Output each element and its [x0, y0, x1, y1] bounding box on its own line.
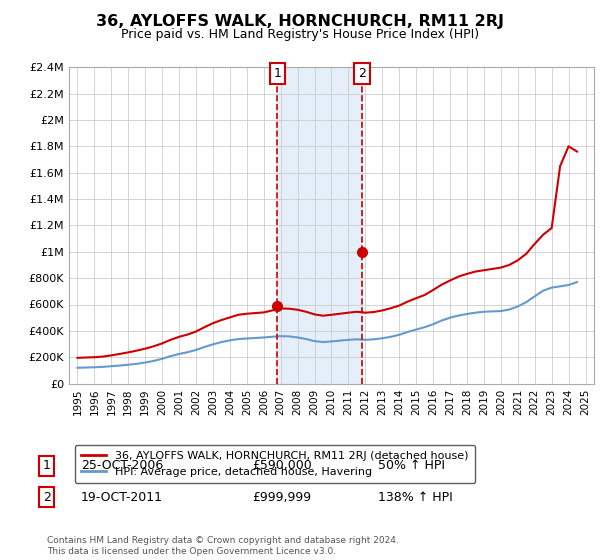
Text: 36, AYLOFFS WALK, HORNCHURCH, RM11 2RJ: 36, AYLOFFS WALK, HORNCHURCH, RM11 2RJ — [96, 14, 504, 29]
Text: Price paid vs. HM Land Registry's House Price Index (HPI): Price paid vs. HM Land Registry's House … — [121, 28, 479, 41]
Text: Contains HM Land Registry data © Crown copyright and database right 2024.
This d: Contains HM Land Registry data © Crown c… — [47, 536, 398, 556]
Legend: 36, AYLOFFS WALK, HORNCHURCH, RM11 2RJ (detached house), HPI: Average price, det: 36, AYLOFFS WALK, HORNCHURCH, RM11 2RJ (… — [74, 445, 475, 483]
Text: £999,999: £999,999 — [252, 491, 311, 504]
Text: 2: 2 — [358, 67, 366, 80]
Bar — [277, 67, 362, 384]
Text: 1: 1 — [43, 459, 51, 473]
Text: 1: 1 — [274, 67, 281, 80]
Text: 50% ↑ HPI: 50% ↑ HPI — [378, 459, 445, 473]
Text: 2: 2 — [43, 491, 51, 504]
Text: £590,000: £590,000 — [252, 459, 312, 473]
Text: 138% ↑ HPI: 138% ↑ HPI — [378, 491, 453, 504]
Text: 25-OCT-2006: 25-OCT-2006 — [81, 459, 163, 473]
Text: 19-OCT-2011: 19-OCT-2011 — [81, 491, 163, 504]
